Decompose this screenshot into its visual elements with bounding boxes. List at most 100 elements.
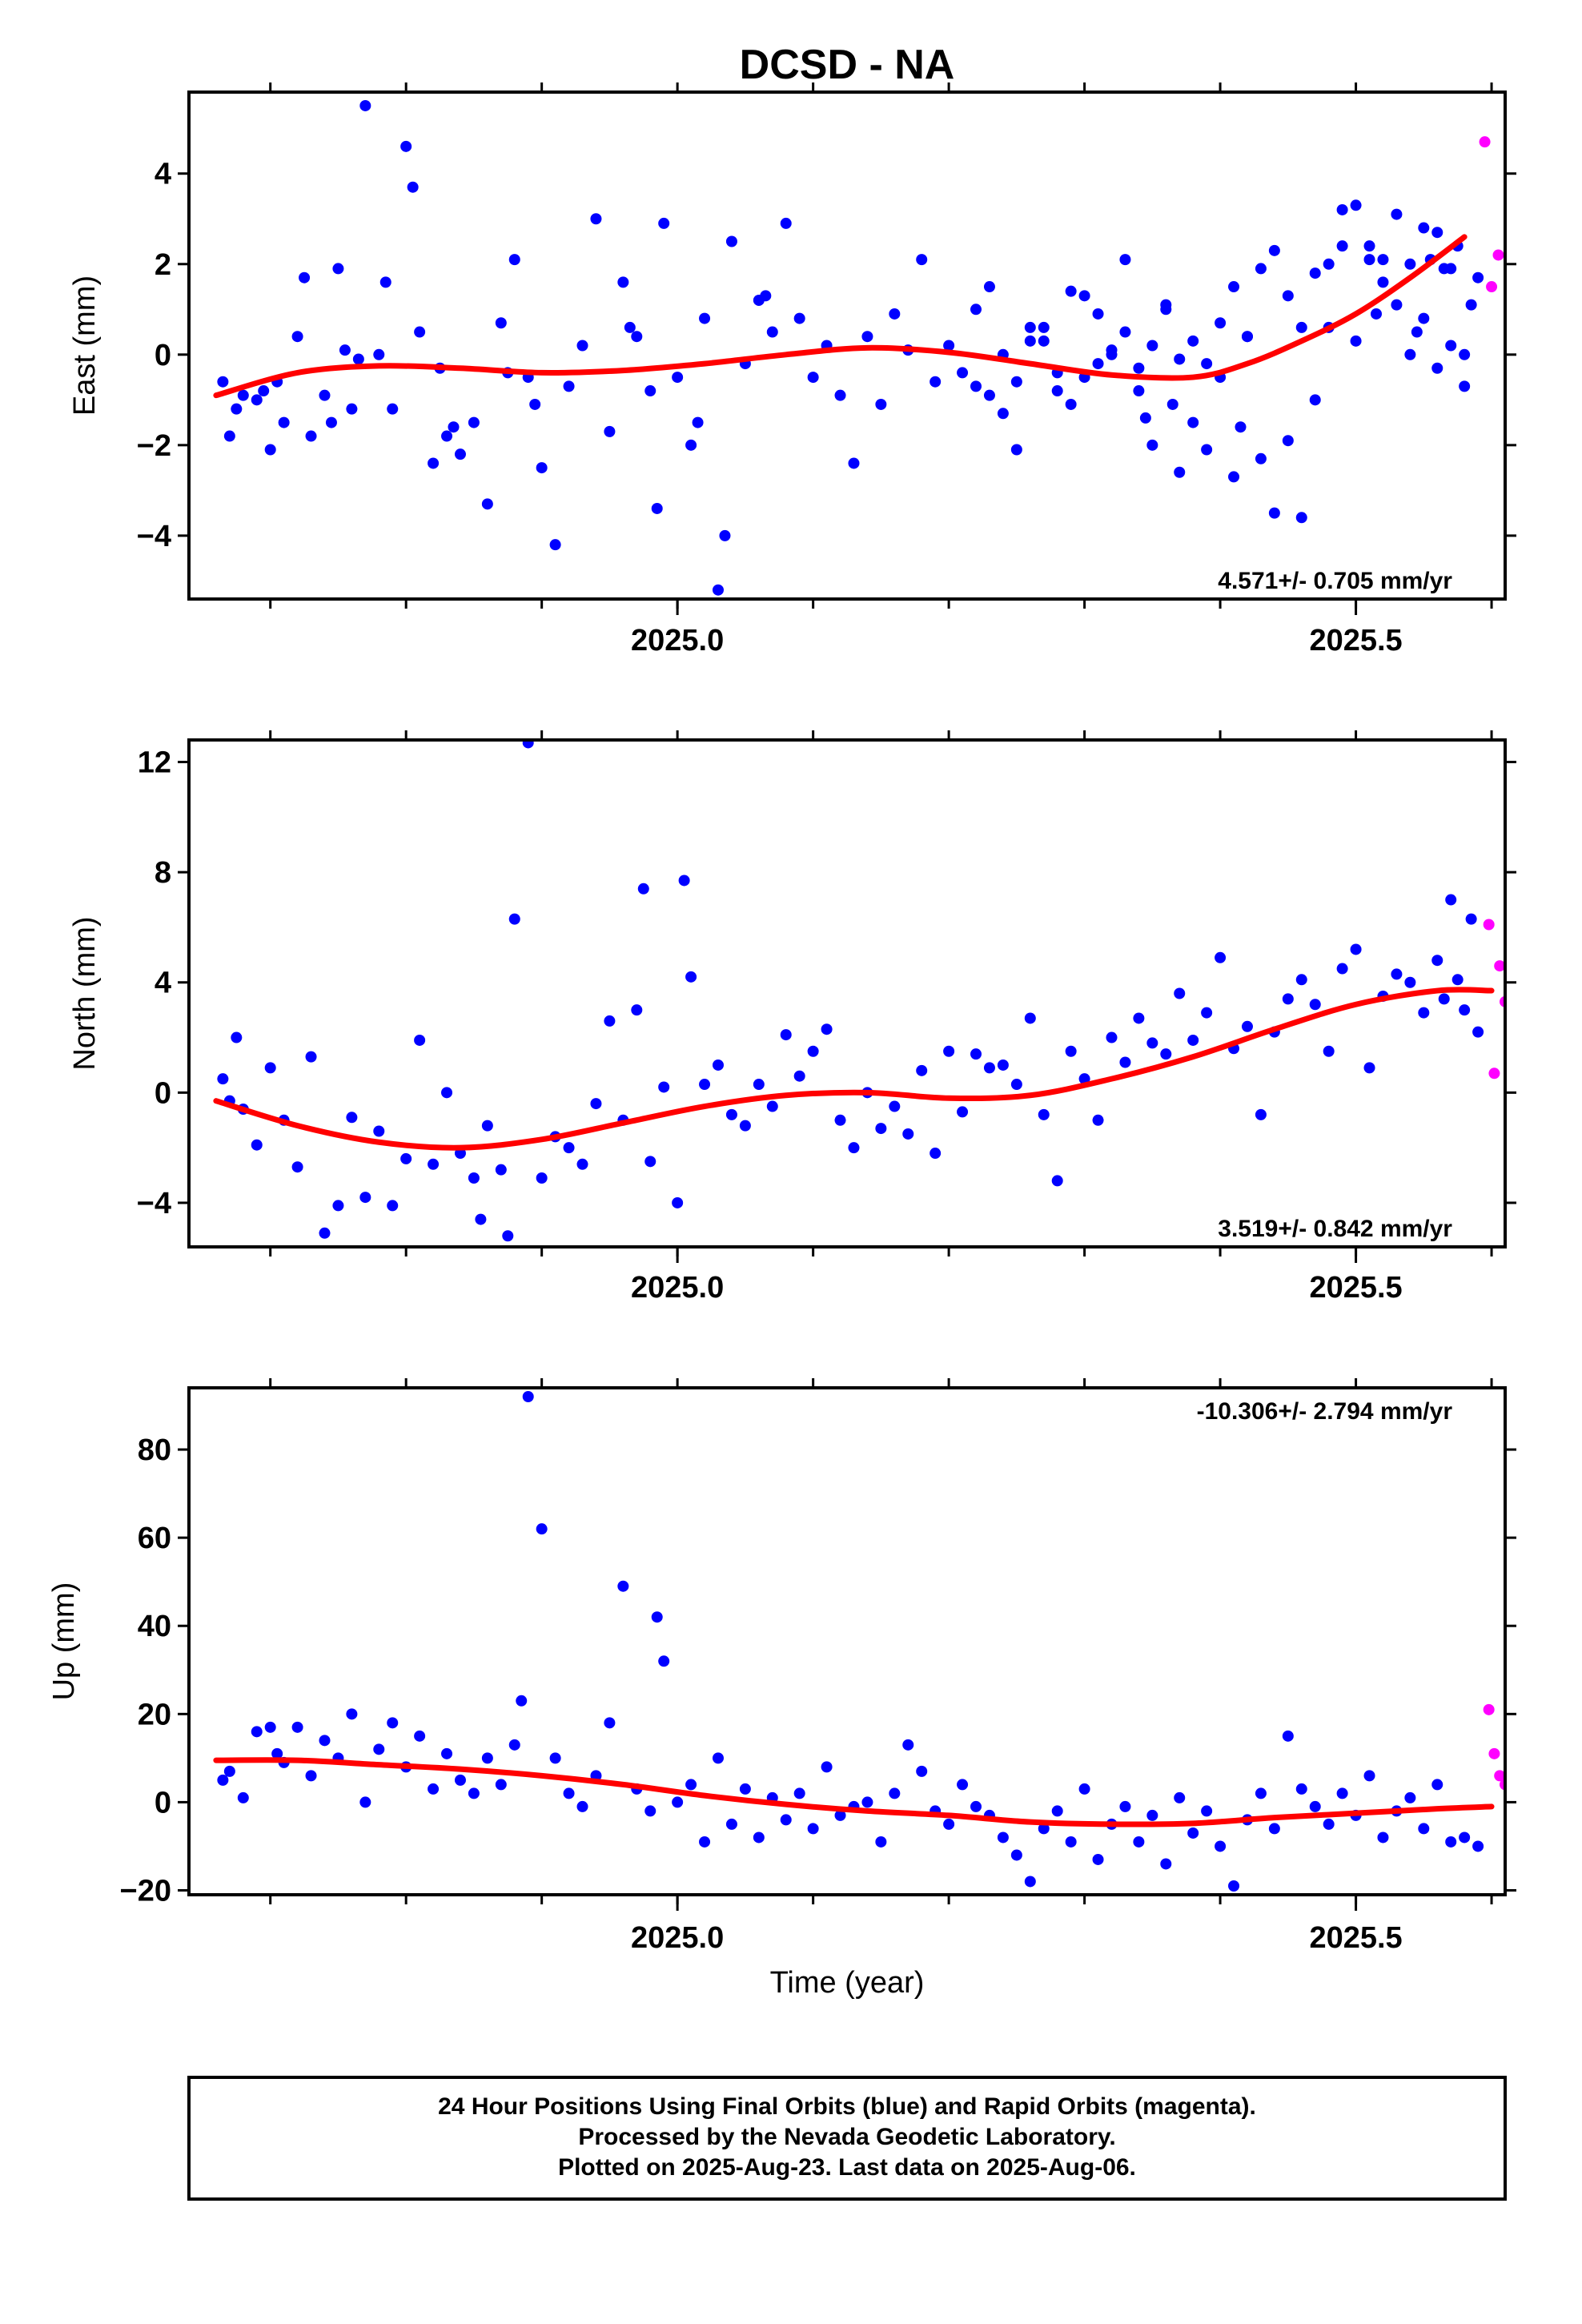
east-final-point (1139, 412, 1151, 424)
north-final-point (414, 1034, 426, 1046)
north-final-point (1187, 1034, 1199, 1046)
east-final-point (454, 448, 466, 460)
up-final-point (468, 1787, 480, 1799)
north-final-point (1418, 1007, 1430, 1019)
east-final-point (1309, 394, 1321, 406)
north-final-point (957, 1106, 969, 1118)
north-final-point (889, 1100, 901, 1112)
up-final-point (712, 1752, 724, 1764)
north-xtick-label: 2025.5 (1309, 1271, 1402, 1305)
north-final-point (1201, 1007, 1213, 1019)
east-final-point (1438, 263, 1450, 275)
north-final-point (305, 1051, 317, 1063)
east-final-point (1133, 362, 1145, 374)
up-final-point (481, 1752, 493, 1764)
up-ytick-label: 0 (155, 1786, 171, 1819)
up-final-point (916, 1765, 928, 1777)
up-final-point (549, 1752, 561, 1764)
north-final-point (1160, 1048, 1172, 1060)
north-final-point (217, 1073, 229, 1085)
north-final-point (1459, 1004, 1471, 1016)
north-final-point (848, 1142, 860, 1154)
up-data (213, 1391, 1505, 1892)
north-xtick-label: 2025.0 (631, 1271, 724, 1305)
east-final-point (1363, 240, 1375, 252)
up-final-point (1187, 1827, 1199, 1839)
up-final-point (576, 1800, 588, 1812)
east-final-point (617, 276, 629, 288)
east-ytick-label: 0 (155, 339, 171, 372)
east-final-point (1146, 340, 1158, 352)
up-final-point (658, 1655, 670, 1667)
east-final-point (1350, 199, 1362, 211)
north-ytick-label: 12 (138, 746, 171, 780)
x-axis-label: Time (year) (770, 1966, 925, 2000)
east-final-point (1255, 263, 1267, 275)
up-final-point (699, 1835, 711, 1848)
north-final-point (468, 1172, 480, 1184)
east-final-point (590, 213, 602, 225)
east-final-point (1010, 444, 1022, 456)
up-final-point (1323, 1818, 1335, 1830)
north-final-point (1391, 968, 1403, 980)
east-xtick-label: 2025.5 (1309, 624, 1402, 657)
east-final-point (957, 367, 969, 379)
east-final-point (970, 304, 982, 316)
east-final-point (231, 403, 243, 415)
north-final-point (1174, 987, 1186, 999)
east-final-point (1268, 507, 1280, 519)
east-final-point (1106, 348, 1118, 360)
north-final-point (1309, 999, 1321, 1011)
up-final-point (1363, 1770, 1375, 1782)
east-final-point (1459, 348, 1471, 360)
east-final-point (644, 385, 656, 397)
east-final-point (373, 348, 385, 360)
east-panel: −4 −2 0 2 4 2025.0 2025.5 East (mm) 4.571+/- 0.7… (68, 82, 1516, 657)
east-final-point (692, 416, 704, 428)
up-final-point (454, 1774, 466, 1786)
east-rapid-point (1492, 249, 1504, 261)
north-final-point (590, 1098, 602, 1110)
up-final-point (807, 1823, 819, 1835)
east-final-point (1472, 271, 1484, 283)
up-final-point (1051, 1805, 1063, 1817)
up-panel: −20 0 20 40 60 80 2025.0 2025.5 Up (mm) -10.306+/… (47, 1378, 1516, 1955)
east-final-point (1051, 385, 1063, 397)
up-final-point (1201, 1805, 1213, 1817)
footer-line-1: 24 Hour Positions Using Final Orbits (bl… (438, 2093, 1256, 2120)
east-final-point (1065, 398, 1077, 410)
up-final-point (1024, 1876, 1036, 1888)
up-ytick-label: 60 (138, 1522, 171, 1555)
north-final-point (658, 1081, 670, 1093)
east-final-point (1418, 222, 1430, 234)
up-final-point (617, 1580, 629, 1592)
east-final-point (793, 312, 805, 324)
up-final-point (441, 1747, 453, 1759)
east-final-point (1010, 376, 1022, 388)
up-final-point (291, 1721, 303, 1733)
north-final-point (902, 1128, 914, 1140)
east-final-point (1166, 398, 1178, 410)
up-final-point (943, 1818, 955, 1830)
up-final-point (1119, 1800, 1131, 1812)
east-final-point (1241, 331, 1253, 343)
north-final-point (1323, 1045, 1335, 1057)
up-final-point (651, 1611, 663, 1623)
north-final-point (231, 1031, 243, 1043)
east-final-point (1431, 362, 1443, 374)
east-final-point (1038, 321, 1050, 333)
up-final-point (346, 1708, 358, 1720)
east-final-point (441, 430, 453, 442)
up-final-point (1092, 1853, 1104, 1865)
up-final-point (522, 1391, 534, 1403)
north-ytick-label: 4 (155, 967, 171, 1000)
east-final-point (291, 331, 303, 343)
east-final-point (1228, 281, 1240, 293)
east-final-point (237, 389, 249, 401)
east-final-point (1255, 452, 1267, 464)
east-final-point (407, 181, 419, 193)
up-final-point (821, 1761, 833, 1773)
up-rate-label: -10.306+/- 2.794 mm/yr (1197, 1398, 1453, 1425)
up-rapid-point (1488, 1747, 1500, 1759)
